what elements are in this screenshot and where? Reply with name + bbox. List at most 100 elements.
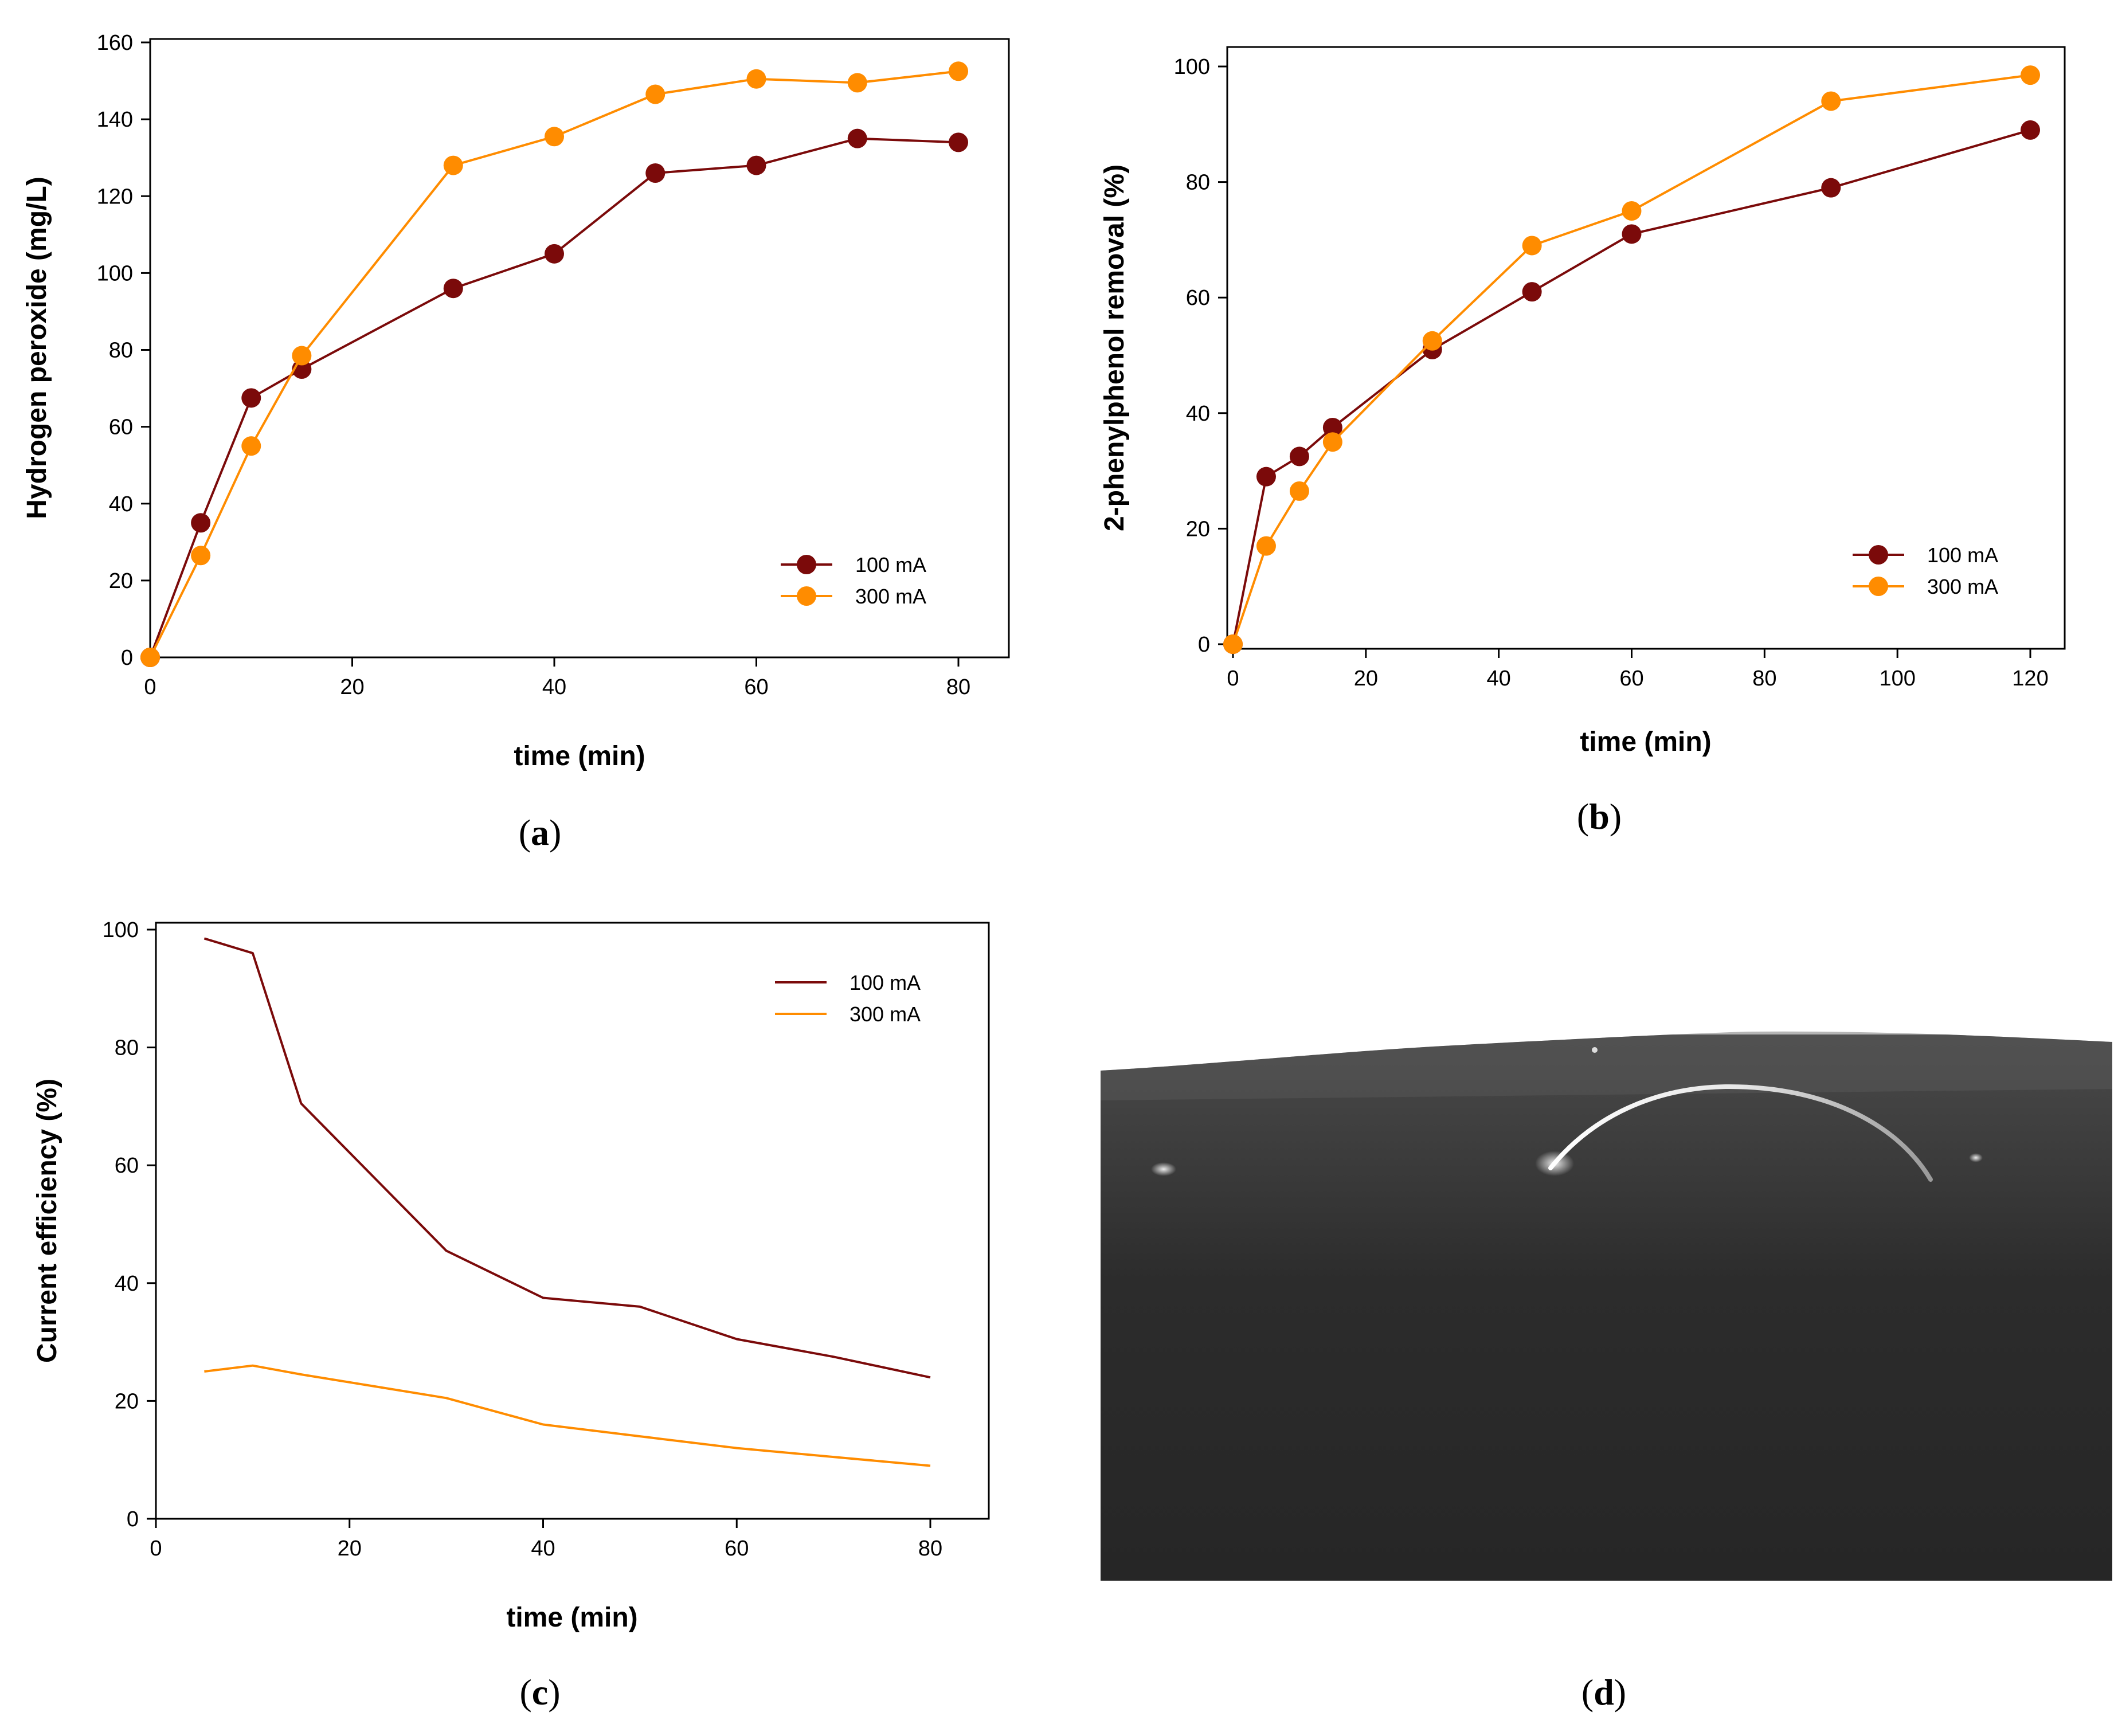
x-tick-label: 40 bbox=[1487, 667, 1511, 691]
photo-top-white-edge bbox=[1101, 1031, 2112, 1071]
series-line-300-mA bbox=[1232, 74, 2031, 645]
chart-c-x-axis-label: time (min) bbox=[506, 1602, 637, 1633]
chart-b-caption-letter: b bbox=[1589, 796, 1610, 837]
chart-c-caption: (c) bbox=[519, 1672, 560, 1713]
legend-marker bbox=[1869, 577, 1888, 596]
data-point bbox=[746, 69, 766, 89]
data-point bbox=[1522, 282, 1542, 302]
droplet-left-contact-glow bbox=[1535, 1151, 1574, 1176]
legend-label: 100 mA bbox=[849, 971, 921, 994]
data-point bbox=[949, 132, 968, 152]
legend-marker bbox=[797, 586, 816, 606]
data-point bbox=[2021, 65, 2040, 85]
y-tick-label: 20 bbox=[109, 569, 133, 593]
y-tick-label: 140 bbox=[97, 108, 133, 132]
data-point bbox=[1223, 634, 1243, 654]
chart-b-x-axis-label: time (min) bbox=[1580, 727, 1711, 757]
photo-left-glint bbox=[1151, 1162, 1176, 1176]
y-tick-label: 120 bbox=[97, 185, 133, 209]
x-tick-label: 80 bbox=[918, 1537, 942, 1561]
data-point bbox=[443, 279, 463, 299]
x-tick-label: 60 bbox=[744, 675, 768, 699]
data-point bbox=[1289, 481, 1309, 501]
y-tick-label: 100 bbox=[97, 261, 133, 285]
series-line-100-mA bbox=[149, 137, 959, 658]
chart-a-legend: 100 mA 300 mA bbox=[781, 553, 926, 608]
photo-d-caption-letter: d bbox=[1594, 1672, 1614, 1713]
series-line-300-mA bbox=[204, 1364, 931, 1467]
y-tick-label: 100 bbox=[1174, 55, 1210, 79]
chart-b-caption: (b) bbox=[1577, 796, 1622, 837]
data-point bbox=[1522, 236, 1542, 256]
photo-background bbox=[1101, 1034, 2112, 1581]
x-tick-label: 0 bbox=[144, 675, 156, 699]
chart-b-series bbox=[1223, 65, 2040, 654]
x-tick-label: 60 bbox=[725, 1537, 749, 1561]
legend-label: 300 mA bbox=[855, 585, 926, 608]
x-tick-label: 20 bbox=[1354, 667, 1378, 691]
data-point bbox=[1322, 432, 1342, 452]
data-point bbox=[1289, 446, 1309, 467]
x-tick-label: 20 bbox=[340, 675, 364, 699]
y-tick-label: 40 bbox=[115, 1272, 139, 1296]
y-tick-label: 60 bbox=[109, 416, 133, 440]
data-point bbox=[949, 61, 968, 81]
chart-b-legend: 100 mA 300 mA bbox=[1853, 543, 1998, 598]
x-tick-label: 0 bbox=[150, 1537, 162, 1561]
chart-a-caption: (a) bbox=[519, 812, 562, 853]
chart-a-plot-frame bbox=[149, 38, 1010, 659]
chart-a-y-axis-label: Hydrogen peroxide (mg/L) bbox=[22, 177, 52, 519]
data-point bbox=[1322, 418, 1342, 437]
data-point bbox=[645, 84, 665, 104]
data-point bbox=[645, 163, 665, 183]
legend-label: 300 mA bbox=[849, 1002, 921, 1026]
chart-c-caption-letter: c bbox=[532, 1672, 548, 1713]
data-point bbox=[191, 546, 211, 566]
chart-b-2-phenylphenol-removal: 0 20 40 60 80 100 120 0 20 40 60 80 100 time (min) 2… bbox=[1099, 46, 2066, 837]
chart-c-current-efficiency: 0 20 40 60 80 0 20 40 60 80 100 time (min) Current… bbox=[32, 918, 990, 1713]
data-point bbox=[847, 128, 867, 148]
y-tick-label: 80 bbox=[1186, 171, 1210, 195]
x-tick-label: 80 bbox=[1752, 667, 1776, 691]
chart-a-caption-letter: a bbox=[531, 812, 549, 853]
chart-b-ticks: 0 20 40 60 80 100 120 0 20 40 60 80 100 bbox=[1174, 55, 2049, 691]
droplet-arc bbox=[1548, 1084, 1933, 1182]
x-tick-label: 20 bbox=[338, 1537, 362, 1561]
data-point bbox=[1821, 91, 1841, 111]
chart-b-y-axis-label: 2-phenylphenol removal (%) bbox=[1099, 164, 1130, 531]
chart-c-series bbox=[203, 937, 931, 1467]
data-point bbox=[1622, 224, 1642, 244]
y-tick-label: 40 bbox=[1186, 402, 1210, 426]
chart-c-legend: 100 mA 300 mA bbox=[775, 971, 921, 1026]
y-tick-label: 80 bbox=[115, 1036, 139, 1060]
data-point bbox=[241, 388, 261, 408]
data-point bbox=[443, 155, 463, 175]
y-tick-label: 60 bbox=[1186, 286, 1210, 310]
data-point bbox=[545, 244, 564, 264]
legend-label: 100 mA bbox=[1927, 543, 1998, 567]
chart-a-x-axis-label: time (min) bbox=[514, 741, 645, 771]
x-tick-label: 80 bbox=[946, 675, 970, 699]
chart-c-ticks: 0 20 40 60 80 0 20 40 60 80 100 bbox=[103, 918, 943, 1561]
data-point bbox=[1821, 178, 1841, 198]
chart-a-ticks: 0 20 40 60 80 0 20 40 60 80 100 120 140 160 bbox=[97, 31, 971, 699]
chart-c-plot-frame bbox=[155, 922, 990, 1520]
x-tick-label: 0 bbox=[1227, 667, 1239, 691]
data-point bbox=[1622, 201, 1642, 221]
x-tick-label: 60 bbox=[1619, 667, 1643, 691]
data-point bbox=[847, 73, 867, 93]
photo-speck bbox=[1592, 1047, 1598, 1053]
chart-a-series bbox=[140, 61, 968, 667]
series-line-300-mA bbox=[149, 70, 959, 658]
y-tick-label: 60 bbox=[115, 1154, 139, 1178]
series-line-100-mA bbox=[203, 937, 931, 1379]
data-point bbox=[746, 155, 766, 175]
data-point bbox=[2021, 120, 2040, 140]
data-point bbox=[1256, 467, 1276, 487]
data-point bbox=[1422, 331, 1442, 351]
data-point bbox=[241, 436, 261, 456]
y-tick-label: 20 bbox=[115, 1389, 139, 1413]
data-point bbox=[292, 346, 312, 366]
y-tick-label: 20 bbox=[1186, 517, 1210, 541]
